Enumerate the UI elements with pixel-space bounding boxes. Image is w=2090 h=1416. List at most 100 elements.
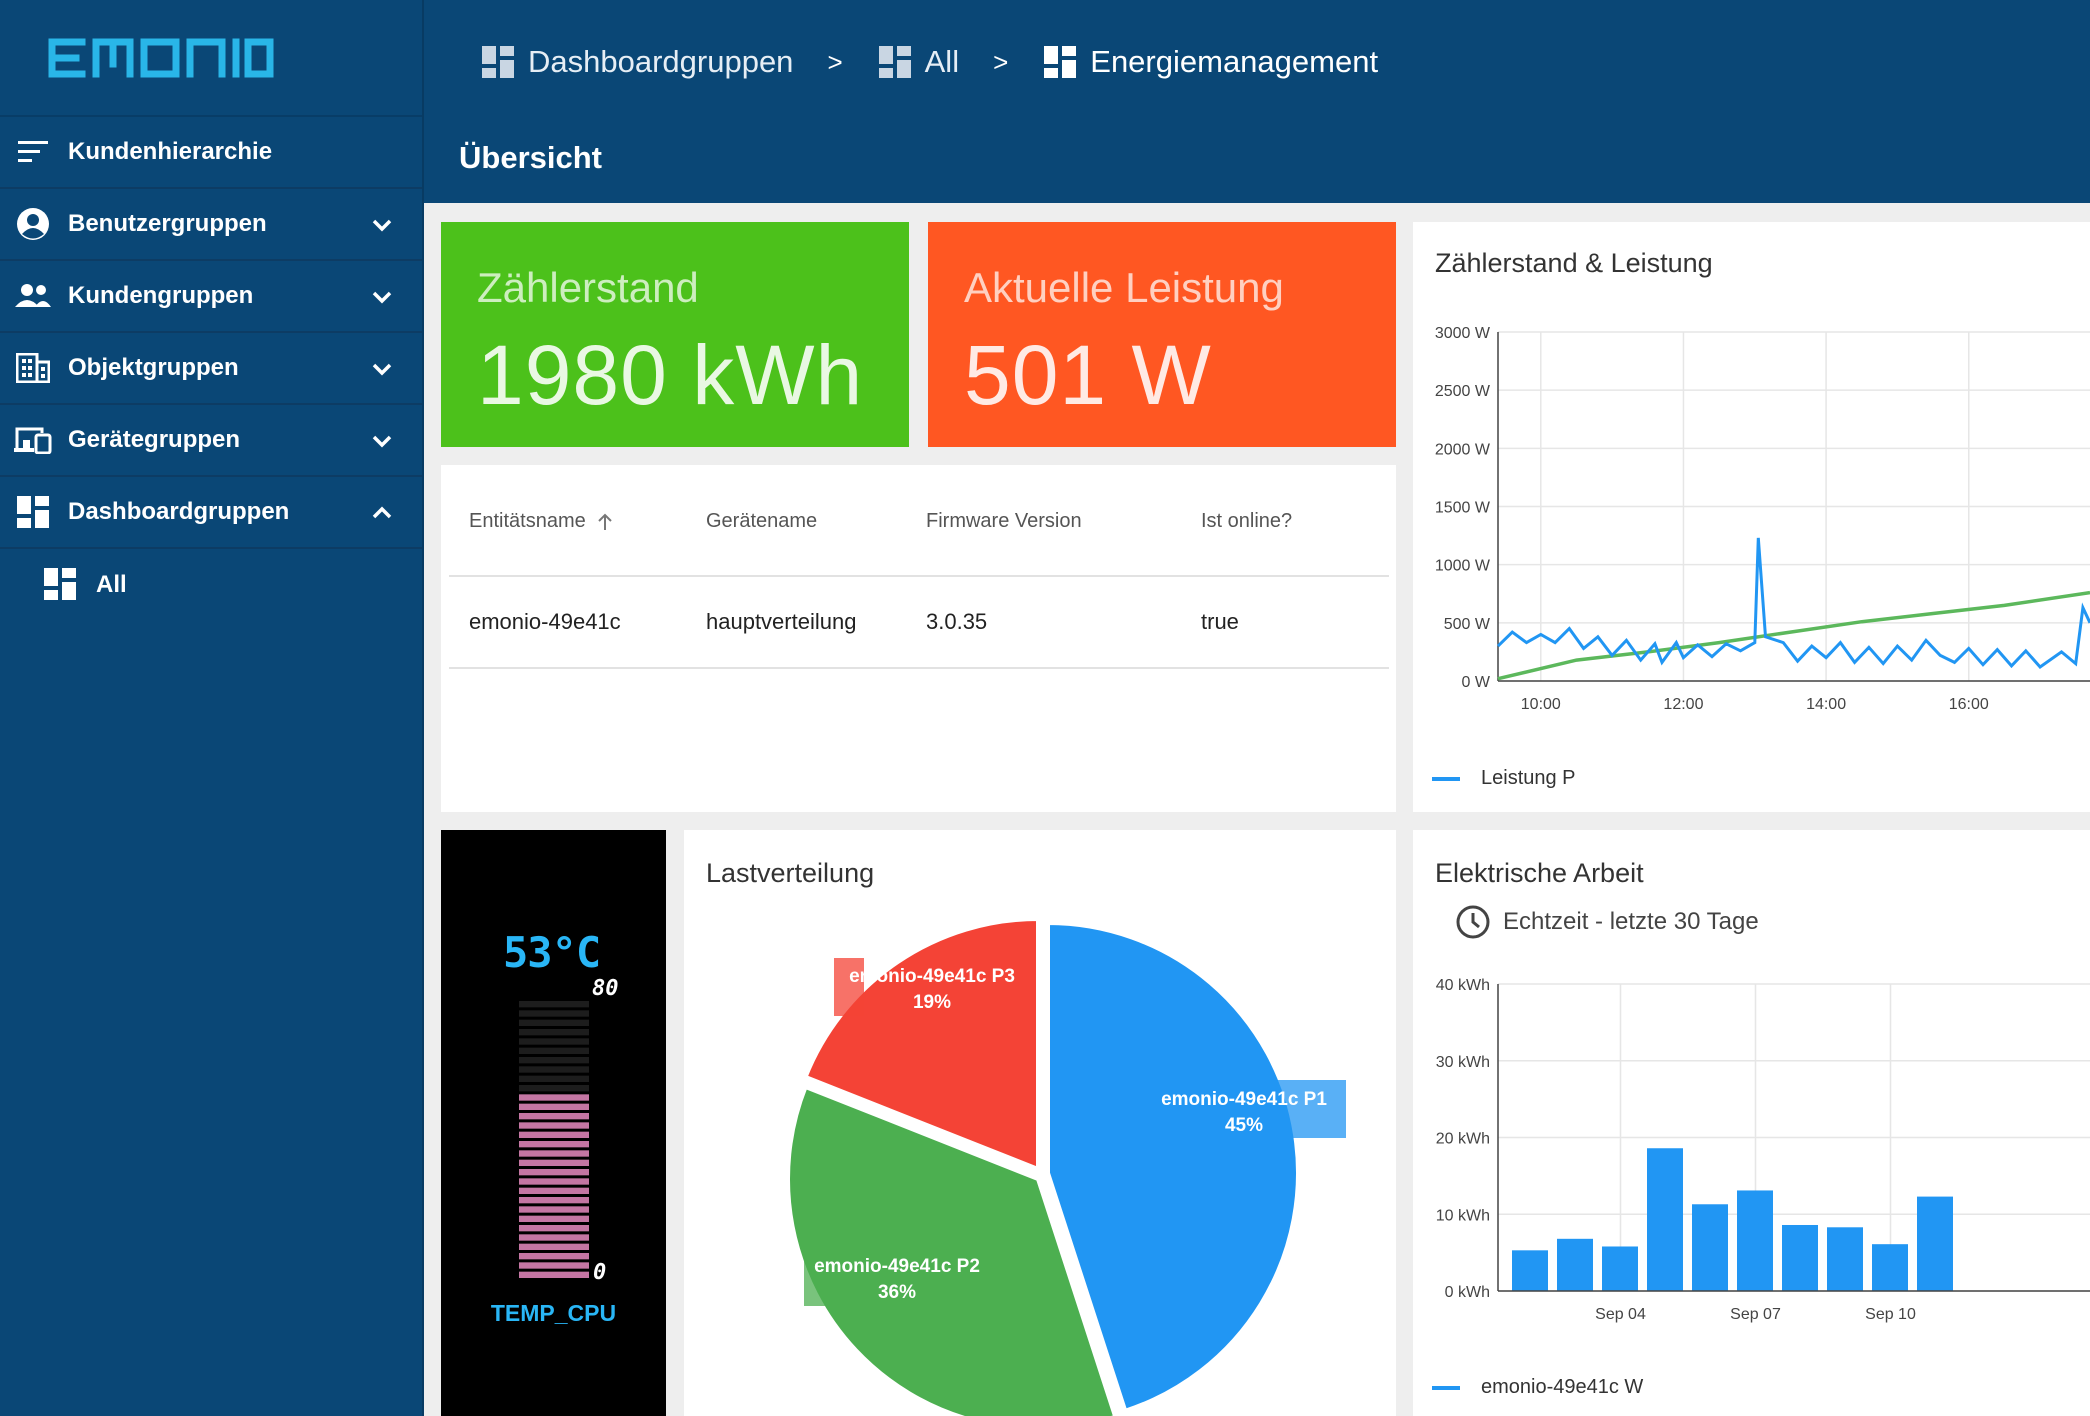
x-tick-label: Sep 04 (1595, 1306, 1646, 1323)
column-header-firmware[interactable]: Firmware Version (926, 510, 1082, 532)
y-tick-label: 2000 W (1435, 441, 1491, 458)
gauge-segment (519, 1010, 589, 1017)
cell-entitaetsname: emonio-49e41c (469, 609, 621, 634)
gauge-label: TEMP_CPU (490, 1300, 617, 1326)
cell-firmware: 3.0.35 (926, 609, 988, 634)
sidebar-subitem-all[interactable]: All (0, 549, 422, 621)
meter-tile-value: 1980 kWh (477, 328, 864, 422)
header: Dashboardgruppen > All > Energiemanageme… (424, 0, 2090, 203)
bar (1692, 1204, 1728, 1291)
y-tick-label: 0 kWh (1445, 1284, 1490, 1301)
emonio-logo (48, 38, 274, 77)
dashboard-icon (14, 493, 52, 531)
pie-chart[interactable]: emonio-49e41c P1 45% emonio-49e41c P2 36% em… (684, 830, 1396, 1416)
column-header-entitaetsname[interactable]: Entitätsname (469, 510, 614, 533)
line-chart-title: Zählerstand & Leistung (1435, 248, 1713, 278)
pie-chart-title: Lastverteilung (706, 858, 875, 888)
account-circle-icon (14, 205, 52, 243)
gauge-segment (519, 1019, 589, 1026)
chevron-down-icon[interactable] (368, 211, 396, 239)
sidebar-item-benutzergruppen[interactable]: Benutzergruppen (0, 189, 422, 261)
gauge-segment (519, 1234, 589, 1241)
sidebar-item-label: Gerätegruppen (68, 426, 241, 453)
pie-slice-label: emonio-49e41c P1 (1161, 1089, 1327, 1110)
line-chart[interactable]: 3000 W 2500 W 2000 W 1500 W 1000 W 500 W 0 W 10… (1413, 222, 2090, 812)
x-tick-label: Sep 07 (1730, 1306, 1781, 1323)
meter-tile: Zählerstand 1980 kWh (441, 222, 909, 447)
gauge-segment (519, 1085, 589, 1092)
clock-icon (1456, 905, 1490, 939)
gauge-max-label: 80 (592, 976, 619, 1001)
gauge-segment (519, 1122, 589, 1129)
gauge-segment (519, 1243, 589, 1250)
sidebar-item-label: Objektgruppen (68, 354, 239, 381)
page-title: Übersicht (459, 140, 602, 175)
gauge-segment (519, 1197, 589, 1204)
chevron-down-icon[interactable] (368, 355, 396, 383)
dashboard-icon (44, 568, 78, 602)
power-tile-label: Aktuelle Leistung (964, 264, 1284, 311)
y-tick-label: 1000 W (1435, 558, 1491, 575)
legend-swatch (1432, 777, 1460, 781)
series-line (1496, 537, 2090, 670)
pie-chart-card: Lastverteilung emonio-49e41c P1 45% emonio… (684, 830, 1396, 1416)
bar-chart[interactable]: 40 kWh 30 kWh 20 kWh 10 kWh 0 kWh Sep 04 Sep 0… (1413, 830, 2090, 1416)
pie-label-box (834, 958, 864, 1016)
pie-label-box (1276, 1080, 1346, 1138)
sidebar-subitem-label: All (96, 571, 127, 598)
y-tick-label: 30 kWh (1436, 1054, 1490, 1071)
building-icon (14, 349, 52, 387)
sort-arrow-up-icon (598, 513, 612, 530)
gauge-segment (519, 1038, 589, 1045)
y-tick-label: 1500 W (1435, 500, 1491, 517)
sidebar-item-objektgruppen[interactable]: Objektgruppen (0, 333, 422, 405)
gauge-segment (519, 1262, 589, 1269)
gauge-segment (519, 1094, 589, 1101)
meter-tile-label: Zählerstand (477, 264, 699, 311)
column-header-geraetename[interactable]: Gerätename (706, 510, 818, 532)
gauge-segment (519, 1225, 589, 1232)
x-tick-label: 16:00 (1949, 696, 1989, 713)
breadcrumb-label: Energiemanagement (1090, 44, 1379, 79)
sidebar-item-kundenhierarchie[interactable]: Kundenhierarchie (0, 117, 422, 189)
sidebar-item-geraetegruppen[interactable]: Gerätegruppen (0, 405, 422, 477)
pie-slice-percent: 45% (1225, 1115, 1263, 1136)
y-tick-label: 10 kWh (1436, 1207, 1490, 1224)
gauge-segment (519, 1150, 589, 1157)
chevron-up-icon[interactable] (368, 499, 396, 527)
line-chart-card: Zählerstand & Leistung 3000 W 2500 W 2000 … (1413, 222, 2090, 812)
sidebar-item-dashboardgruppen[interactable]: Dashboardgruppen (0, 477, 422, 549)
breadcrumb-item-energiemanagement[interactable]: Energiemanagement (1044, 44, 1378, 80)
column-header-online[interactable]: Ist online? (1201, 510, 1293, 532)
y-tick-label: 20 kWh (1436, 1131, 1490, 1148)
logo[interactable] (0, 0, 422, 117)
divider (449, 667, 1389, 669)
sidebar-item-kundengruppen[interactable]: Kundengruppen (0, 261, 422, 333)
bar-chart-legend[interactable]: emonio-49e41c W (1481, 1376, 1644, 1398)
gauge-segment (519, 1253, 589, 1260)
bar (1557, 1238, 1593, 1291)
y-tick-label: 40 kWh (1436, 977, 1490, 994)
chevron-down-icon[interactable] (368, 283, 396, 311)
bar-chart-subtitle[interactable]: Echtzeit - letzte 30 Tage (1503, 908, 1759, 935)
gauge-segment (519, 1029, 589, 1036)
bar (1512, 1250, 1548, 1291)
sidebar-item-label: Kundengruppen (68, 282, 254, 309)
sidebar-nav: Kundenhierarchie Benutzergruppen Kundeng… (0, 117, 422, 621)
gauge-segment (519, 1178, 589, 1185)
sidebar: Kundenhierarchie Benutzergruppen Kundeng… (0, 0, 424, 1416)
table-row[interactable]: emonio-49e41c hauptverteilung 3.0.35 tru… (441, 577, 1396, 667)
bar (1827, 1227, 1863, 1291)
x-tick-label: 10:00 (1521, 696, 1561, 713)
breadcrumb: Dashboardgruppen > All > Energiemanageme… (482, 36, 1378, 88)
y-tick-label: 3000 W (1435, 325, 1491, 342)
gauge-segment (519, 1187, 589, 1194)
line-chart-legend[interactable]: Leistung P (1481, 767, 1576, 789)
pie-label-box (804, 1248, 844, 1306)
gauge-min-label: 0 (593, 1260, 607, 1285)
gauge-bars (519, 1001, 589, 1278)
power-tile: Aktuelle Leistung 501 W (928, 222, 1396, 447)
chevron-down-icon[interactable] (368, 427, 396, 455)
breadcrumb-item-all[interactable]: All (878, 44, 959, 80)
breadcrumb-item-dashboardgruppen[interactable]: Dashboardgruppen (482, 44, 793, 80)
